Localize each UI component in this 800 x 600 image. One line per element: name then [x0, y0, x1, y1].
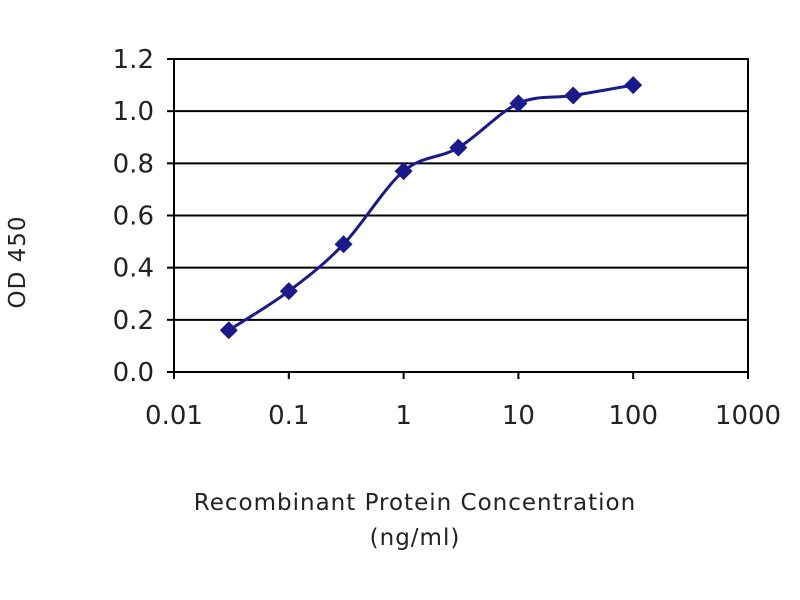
x-tick-label: 0.1	[268, 401, 309, 431]
y-axis-title: OD 450	[5, 215, 31, 308]
x-tick-label: 1000	[715, 401, 781, 431]
x-axis-unit: (ng/ml)	[370, 525, 461, 551]
data-point-marker	[564, 86, 583, 105]
y-tick-label: 1.0	[113, 97, 154, 127]
x-tick-label: 1	[395, 401, 412, 431]
x-tick-label: 10	[502, 401, 535, 431]
data-point-marker	[334, 235, 353, 254]
y-tick-label: 0.8	[113, 149, 154, 179]
x-tick-label: 0.01	[145, 401, 203, 431]
data-point-marker	[394, 162, 413, 181]
y-tick-label: 1.2	[113, 45, 154, 75]
data-point-marker	[624, 76, 643, 95]
y-tick-label: 0.0	[113, 358, 154, 388]
x-axis-title: Recombinant Protein Concentration	[194, 490, 636, 516]
x-axis: 0.01 0.1 1 10 100 1000	[145, 372, 781, 431]
data-series	[219, 76, 643, 340]
y-tick-label: 0.4	[113, 254, 154, 284]
data-point-marker	[449, 138, 468, 157]
y-tick-label: 0.6	[113, 202, 154, 232]
data-point-marker	[509, 94, 528, 113]
y-gridlines	[174, 110, 748, 321]
y-tick-label: 0.2	[113, 306, 154, 336]
data-point-marker	[219, 321, 238, 340]
data-point-marker	[279, 282, 298, 301]
x-tick-label: 100	[608, 401, 658, 431]
y-axis: 0.0 0.2 0.4 0.6 0.8 1.0 1.2	[113, 45, 174, 388]
